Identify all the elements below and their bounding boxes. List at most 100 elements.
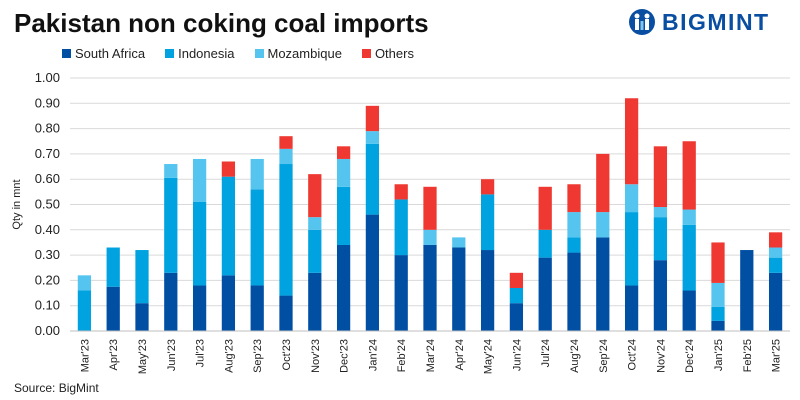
x-tick-label: Aug'24 — [569, 339, 581, 373]
x-tick-label: Mar'25 — [771, 339, 783, 372]
bar-indonesia — [106, 247, 120, 287]
x-tick-label: Mar'24 — [425, 339, 437, 372]
bar-indonesia — [394, 199, 408, 256]
bar-mozambique — [423, 229, 437, 245]
x-tick-label: Jul'24 — [540, 339, 552, 367]
legend-swatch — [361, 49, 371, 58]
y-tick-label: 0.10 — [35, 298, 60, 313]
x-tick-label: Aug'23 — [223, 339, 235, 373]
bar-indonesia — [135, 250, 149, 304]
bar-south-africa — [164, 272, 178, 331]
bar-south-africa — [192, 285, 207, 331]
y-tick-label: 0.70 — [35, 146, 60, 161]
bar-mozambique — [596, 212, 610, 238]
bar-south-africa — [768, 272, 783, 331]
bar-others — [596, 153, 610, 213]
bar-south-africa — [279, 295, 293, 331]
bar-south-africa — [682, 290, 696, 331]
bar-mozambique — [768, 247, 783, 258]
legend-label: Mozambique — [267, 46, 342, 61]
legend-swatch — [62, 49, 71, 58]
bar-indonesia — [624, 212, 639, 286]
bar-mozambique — [250, 158, 264, 190]
bar-mozambique — [164, 164, 178, 178]
bar-south-africa — [394, 255, 408, 331]
bar-indonesia — [365, 143, 380, 215]
x-tick-label: Jan'24 — [367, 339, 379, 371]
x-tick-label: Dec'24 — [684, 339, 696, 373]
bar-indonesia — [480, 194, 495, 251]
bar-others — [308, 174, 322, 218]
bar-south-africa — [624, 285, 639, 331]
legend-label: Others — [374, 46, 414, 61]
legend-label: Indonesia — [178, 46, 235, 61]
bar-indonesia — [192, 201, 207, 286]
bar-others — [653, 146, 668, 208]
bar-others — [480, 179, 495, 195]
y-tick-label: 0.80 — [35, 121, 60, 136]
bar-others — [394, 184, 408, 200]
bar-indonesia — [567, 237, 581, 253]
bar-south-africa — [336, 244, 351, 331]
x-tick-label: Feb'24 — [396, 339, 408, 372]
bigmint-logo: BIGMINT — [628, 8, 770, 36]
x-tick-label: Apr'24 — [454, 339, 466, 370]
x-tick-label: May'24 — [483, 339, 495, 374]
bar-mozambique — [682, 209, 696, 225]
x-tick-label: Sep'23 — [252, 339, 264, 373]
chart-title: Pakistan non coking coal imports — [14, 8, 429, 38]
bar-others — [624, 98, 639, 185]
bar-indonesia — [653, 217, 668, 261]
bar-south-africa — [740, 250, 754, 331]
bar-others — [768, 232, 783, 248]
bar-others — [279, 136, 293, 149]
x-tick-label: Nov'23 — [310, 339, 322, 373]
source-note: Source: BigMint — [14, 381, 99, 395]
y-tick-label: 1.00 — [35, 70, 60, 85]
bar-mozambique — [624, 184, 639, 213]
bar-indonesia — [77, 290, 92, 331]
bar-south-africa — [106, 286, 120, 331]
x-tick-label: Nov'24 — [655, 339, 667, 373]
y-tick-label: 0.20 — [35, 272, 60, 287]
bar-mozambique — [336, 158, 351, 187]
bar-others — [682, 141, 696, 210]
bar-indonesia — [308, 229, 322, 273]
legend-item: Mozambique — [254, 46, 342, 61]
bar-south-africa — [308, 272, 322, 331]
bar-indonesia — [682, 224, 696, 291]
y-tick-label: 0.90 — [35, 95, 60, 110]
legend-label: South Africa — [75, 46, 146, 61]
bar-mozambique — [192, 158, 207, 202]
x-tick-label: Dec'23 — [339, 339, 351, 373]
legend-swatch — [165, 49, 175, 58]
bar-indonesia — [509, 287, 524, 304]
bar-south-africa — [480, 250, 495, 331]
x-tick-label: Oct'24 — [627, 339, 639, 370]
bar-mozambique — [653, 207, 668, 218]
bar-others — [221, 161, 236, 177]
bar-others — [538, 186, 552, 230]
y-tick-label: 0.50 — [35, 197, 60, 212]
bar-south-africa — [596, 237, 610, 331]
bar-indonesia — [279, 164, 293, 296]
bar-south-africa — [653, 260, 668, 331]
legend-item: South Africa — [62, 46, 145, 61]
bar-others — [423, 186, 437, 230]
bar-mozambique — [567, 212, 581, 238]
x-tick-label: Jun'23 — [166, 339, 178, 371]
bar-south-africa — [538, 257, 552, 331]
y-tick-label: 0.30 — [35, 247, 60, 262]
bar-indonesia — [250, 189, 264, 286]
y-axis-label: Qty in mnt — [11, 179, 23, 229]
bar-indonesia — [221, 176, 236, 276]
bar-others — [711, 242, 725, 283]
x-tick-label: Oct'23 — [281, 339, 293, 370]
bar-south-africa — [711, 320, 725, 331]
y-tick-label: 0.60 — [35, 171, 60, 186]
bar-mozambique — [365, 131, 380, 144]
logo-text: BIGMINT — [662, 8, 770, 35]
logo-icon — [629, 9, 655, 35]
bar-south-africa — [365, 214, 380, 331]
